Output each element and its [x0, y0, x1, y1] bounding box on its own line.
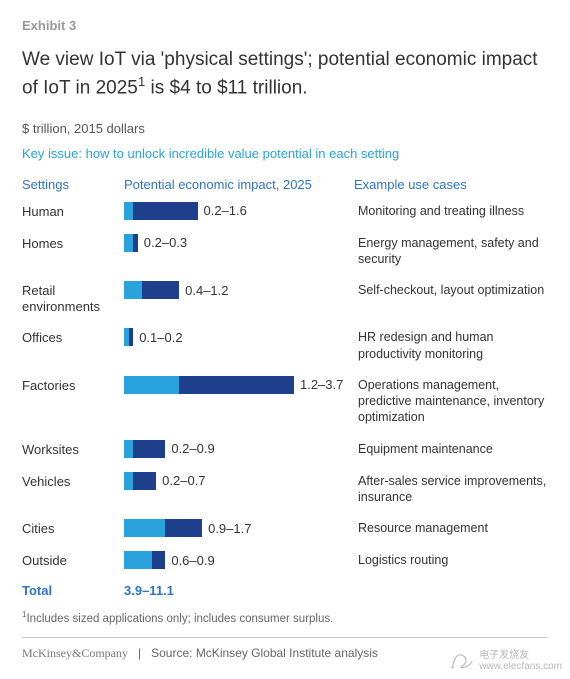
column-headers: Settings Potential economic impact, 2025…	[22, 177, 548, 192]
bar-low	[124, 551, 152, 569]
bar-high	[133, 472, 156, 490]
col-settings: Settings	[22, 177, 124, 192]
table-row: Homes 0.2–0.3 Energy management, safety an…	[22, 234, 548, 268]
bar	[124, 440, 165, 458]
bar	[124, 519, 202, 537]
row-label: Vehicles	[22, 472, 124, 490]
bar	[124, 472, 156, 490]
bar-high	[133, 234, 138, 252]
range-text: 0.1–0.2	[139, 330, 182, 345]
usecase-text: HR redesign and human productivity monit…	[354, 328, 548, 362]
bar-wrap: 0.1–0.2	[124, 328, 354, 346]
key-issue: Key issue: how to unlock incredible valu…	[22, 146, 548, 161]
range-text: 1.2–3.7	[300, 377, 343, 392]
table-row: Vehicles 0.2–0.7 After-sales service impro…	[22, 472, 548, 506]
bar-wrap: 1.2–3.7	[124, 376, 354, 394]
range-text: 0.2–1.6	[204, 203, 247, 218]
table-row: Retail environments 0.4–1.2 Self-checkout,…	[22, 281, 548, 314]
bar	[124, 551, 165, 569]
bar-high	[165, 519, 202, 537]
bar-low	[124, 519, 165, 537]
col-impact: Potential economic impact, 2025	[124, 177, 354, 192]
usecase-text: After-sales service improvements, insura…	[354, 472, 548, 506]
range-text: 0.2–0.9	[171, 441, 214, 456]
bar-low	[124, 376, 179, 394]
bar-low	[124, 472, 133, 490]
bar-low	[124, 440, 133, 458]
table-row: Cities 0.9–1.7 Resource management	[22, 519, 548, 537]
range-text: 0.9–1.7	[208, 521, 251, 536]
row-label: Cities	[22, 519, 124, 537]
bar-wrap: 0.2–0.3	[124, 234, 354, 252]
divider	[22, 637, 548, 638]
table-row: Offices 0.1–0.2 HR redesign and human prod…	[22, 328, 548, 362]
bar	[124, 202, 198, 220]
row-label: Worksites	[22, 440, 124, 458]
range-text: 0.6–0.9	[171, 553, 214, 568]
total-label: Total	[22, 583, 124, 598]
usecase-text: Monitoring and treating illness	[354, 202, 548, 219]
bar-high	[133, 440, 165, 458]
bar-low	[124, 202, 133, 220]
bar-high	[179, 376, 294, 394]
table-row: Worksites 0.2–0.9 Equipment maintenance	[22, 440, 548, 458]
bar-wrap: 0.2–0.7	[124, 472, 354, 490]
total-value: 3.9–11.1	[124, 583, 354, 598]
watermark-url: www.elecfans.com	[479, 661, 562, 672]
range-text: 0.4–1.2	[185, 283, 228, 298]
range-text: 0.2–0.3	[144, 235, 187, 250]
row-label: Offices	[22, 328, 124, 346]
source: Source: McKinsey Global Institute analys…	[151, 646, 378, 660]
bar-low	[124, 234, 133, 252]
table-row: Outside 0.6–0.9 Logistics routing	[22, 551, 548, 569]
bar-wrap: 0.2–1.6	[124, 202, 354, 220]
brand: McKinsey&Company	[22, 646, 128, 661]
row-label: Homes	[22, 234, 124, 252]
bar	[124, 234, 138, 252]
row-label: Factories	[22, 376, 124, 394]
bar	[124, 376, 294, 394]
usecase-text: Logistics routing	[354, 551, 548, 568]
bar-high	[129, 328, 134, 346]
footer-sep: |	[138, 646, 141, 660]
bar-wrap: 0.9–1.7	[124, 519, 354, 537]
chart-rows: Human 0.2–1.6 Monitoring and treating illn…	[22, 202, 548, 569]
table-row: Human 0.2–1.6 Monitoring and treating illn…	[22, 202, 548, 220]
row-label: Outside	[22, 551, 124, 569]
bar-high	[133, 202, 197, 220]
total-row: Total 3.9–11.1	[22, 583, 548, 598]
usecase-text: Equipment maintenance	[354, 440, 548, 457]
exhibit-label: Exhibit 3	[22, 18, 548, 33]
table-row: Factories 1.2–3.7 Operations management, p…	[22, 376, 548, 426]
range-text: 0.2–0.7	[162, 473, 205, 488]
row-label: Human	[22, 202, 124, 220]
row-label: Retail environments	[22, 281, 124, 314]
usecase-text: Resource management	[354, 519, 548, 536]
usecase-text: Operations management, predictive mainte…	[354, 376, 548, 426]
col-usecases: Example use cases	[354, 177, 548, 192]
bar-high	[152, 551, 166, 569]
headline: We view IoT via 'physical settings'; pot…	[22, 47, 548, 101]
unit-label: $ trillion, 2015 dollars	[22, 121, 548, 136]
usecase-text: Energy management, safety and security	[354, 234, 548, 268]
bar-wrap: 0.2–0.9	[124, 440, 354, 458]
bar	[124, 281, 179, 299]
bar-high	[142, 281, 179, 299]
bar	[124, 328, 133, 346]
bar-wrap: 0.6–0.9	[124, 551, 354, 569]
footnote: 1Includes sized applications only; inclu…	[22, 610, 548, 625]
bar-wrap: 0.4–1.2	[124, 281, 354, 299]
usecase-text: Self-checkout, layout optimization	[354, 281, 548, 298]
bar-low	[124, 281, 142, 299]
footer: McKinsey&Company | Source: McKinsey Glob…	[22, 646, 548, 661]
